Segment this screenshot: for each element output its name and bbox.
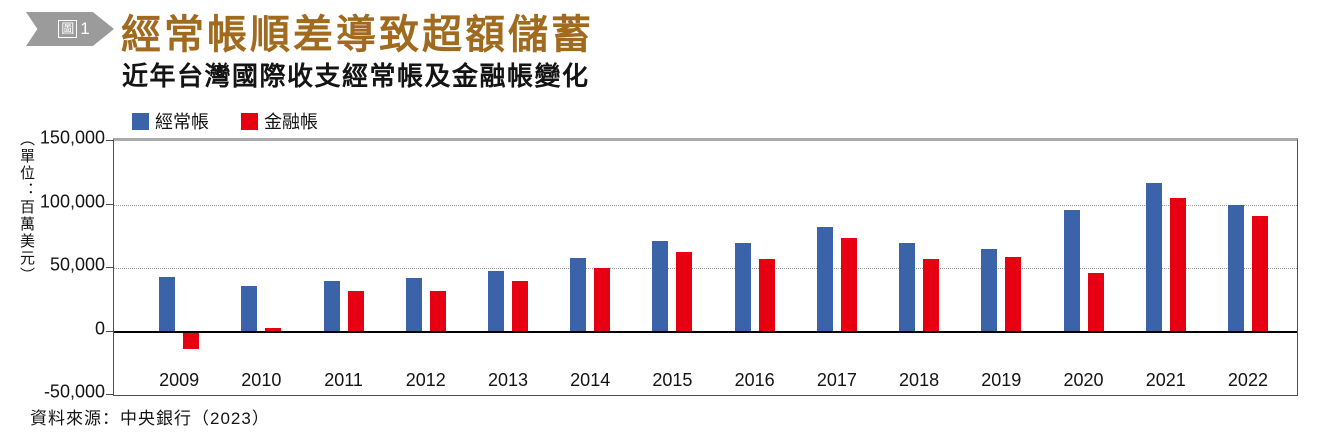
bar-group-2019	[960, 141, 1042, 395]
bar-financial-account-2016	[758, 259, 775, 332]
bar-group-2013	[467, 141, 549, 395]
bar-financial-account-2011	[347, 290, 364, 332]
bar-group-2017	[796, 141, 878, 395]
bar-current-account-2012	[405, 278, 422, 332]
bar-group-2022	[1207, 141, 1289, 395]
bar-current-account-2019	[981, 248, 998, 332]
y-tick-label-150,000: 150,000	[39, 127, 105, 148]
legend-label: 金融帳	[264, 112, 318, 132]
bar-groups	[138, 141, 1289, 395]
x-tick-label-2021: 2021	[1145, 370, 1186, 390]
bar-group-2016	[714, 141, 796, 395]
y-axis-tickmark	[106, 394, 113, 395]
plot-area: 2009 2010 2011 2012 2013 2014 2015 2016 2017 2018…	[106, 138, 1298, 396]
y-axis-tickmark	[106, 140, 113, 141]
bar-financial-account-2017	[840, 237, 857, 332]
bar-financial-account-2019	[1005, 256, 1022, 332]
bar-current-account-2013	[487, 270, 504, 332]
chart-subtitle: 近年台灣國際收支經常帳及金融帳變化	[122, 61, 590, 91]
bar-group-2014	[549, 141, 631, 395]
x-tick-label-2020: 2020	[1063, 370, 1104, 390]
y-axis-labels: 150,000 100,000 50,000 0 -50,000	[20, 128, 105, 402]
bar-current-account-2021	[1145, 182, 1162, 332]
x-tick-label-2019: 2019	[981, 370, 1022, 390]
bar-current-account-2018	[899, 242, 916, 332]
zero-baseline	[114, 330, 1297, 333]
bar-group-2021	[1125, 141, 1207, 395]
x-axis-labels: 2009 2010 2011 2012 2013 2014 2015 2016 2017 2018…	[138, 370, 1289, 391]
bar-current-account-2020	[1063, 209, 1080, 332]
bar-financial-account-2010	[265, 327, 282, 332]
y-tick-label-100,000: 100,000	[39, 191, 105, 211]
bar-financial-account-2014	[594, 268, 611, 332]
x-tick-label-2009: 2009	[159, 370, 200, 390]
bar-current-account-2014	[570, 257, 587, 332]
legend-item-金融帳: 金融帳	[241, 108, 318, 134]
badge-boxed-char: 圖	[58, 20, 78, 38]
badge-number: 1	[80, 19, 90, 38]
bar-group-2011	[302, 141, 384, 395]
bar-financial-account-2020	[1087, 273, 1104, 332]
bar-financial-account-2022	[1251, 215, 1268, 332]
bar-group-2015	[631, 141, 713, 395]
legend-swatch	[132, 112, 149, 130]
bar-current-account-2015	[652, 241, 669, 332]
source-note: 資料來源：中央銀行（2023）	[30, 409, 270, 428]
bar-group-2012	[385, 141, 467, 395]
gridline-50000	[114, 268, 1297, 269]
bar-financial-account-2013	[511, 280, 528, 332]
x-tick-label-2018: 2018	[899, 370, 940, 390]
bar-group-2010	[220, 141, 302, 395]
bar-financial-account-2021	[1169, 198, 1186, 332]
bar-group-2009	[138, 141, 220, 395]
figure-number-badge: 圖 1	[26, 12, 114, 46]
bar-current-account-2017	[816, 227, 833, 332]
y-axis-unit-label: （單位：百萬美元）	[18, 131, 35, 284]
x-tick-label-2022: 2022	[1227, 370, 1268, 390]
legend-item-經常帳: 經常帳	[132, 108, 209, 134]
legend-swatch	[241, 112, 258, 130]
x-tick-label-2014: 2014	[570, 370, 611, 390]
x-tick-label-2017: 2017	[816, 370, 857, 390]
x-tick-label-2012: 2012	[405, 370, 446, 390]
y-tick-label--50,000: -50,000	[43, 381, 105, 402]
x-tick-label-2015: 2015	[652, 370, 693, 390]
bar-current-account-2009	[159, 276, 176, 332]
y-tick-label-0: 0	[94, 318, 105, 338]
bar-financial-account-2012	[429, 290, 446, 332]
legend-label: 經常帳	[155, 112, 209, 132]
y-axis-tickmark	[106, 203, 113, 205]
y-axis-tickmark	[106, 267, 113, 268]
x-tick-label-2010: 2010	[241, 370, 282, 390]
figure-title: 經常帳順差導致超額儲蓄	[121, 11, 594, 58]
bar-financial-account-2015	[676, 251, 693, 332]
legend: 經常帳 金融帳	[132, 108, 318, 134]
x-tick-label-2013: 2013	[487, 370, 528, 390]
bar-financial-account-2018	[923, 259, 940, 332]
bar-current-account-2010	[241, 285, 258, 332]
x-tick-label-2016: 2016	[734, 370, 775, 390]
bar-current-account-2011	[323, 280, 340, 332]
bar-current-account-2016	[734, 242, 751, 332]
bar-group-2018	[878, 141, 960, 395]
bar-financial-account-2009	[183, 331, 200, 350]
bar-group-2020	[1042, 141, 1124, 395]
gridline-100000	[114, 204, 1297, 206]
y-axis-tickmark	[106, 330, 113, 332]
x-tick-label-2011: 2011	[324, 370, 363, 390]
bar-current-account-2022	[1227, 204, 1244, 332]
y-tick-label-50,000: 50,000	[49, 254, 105, 275]
